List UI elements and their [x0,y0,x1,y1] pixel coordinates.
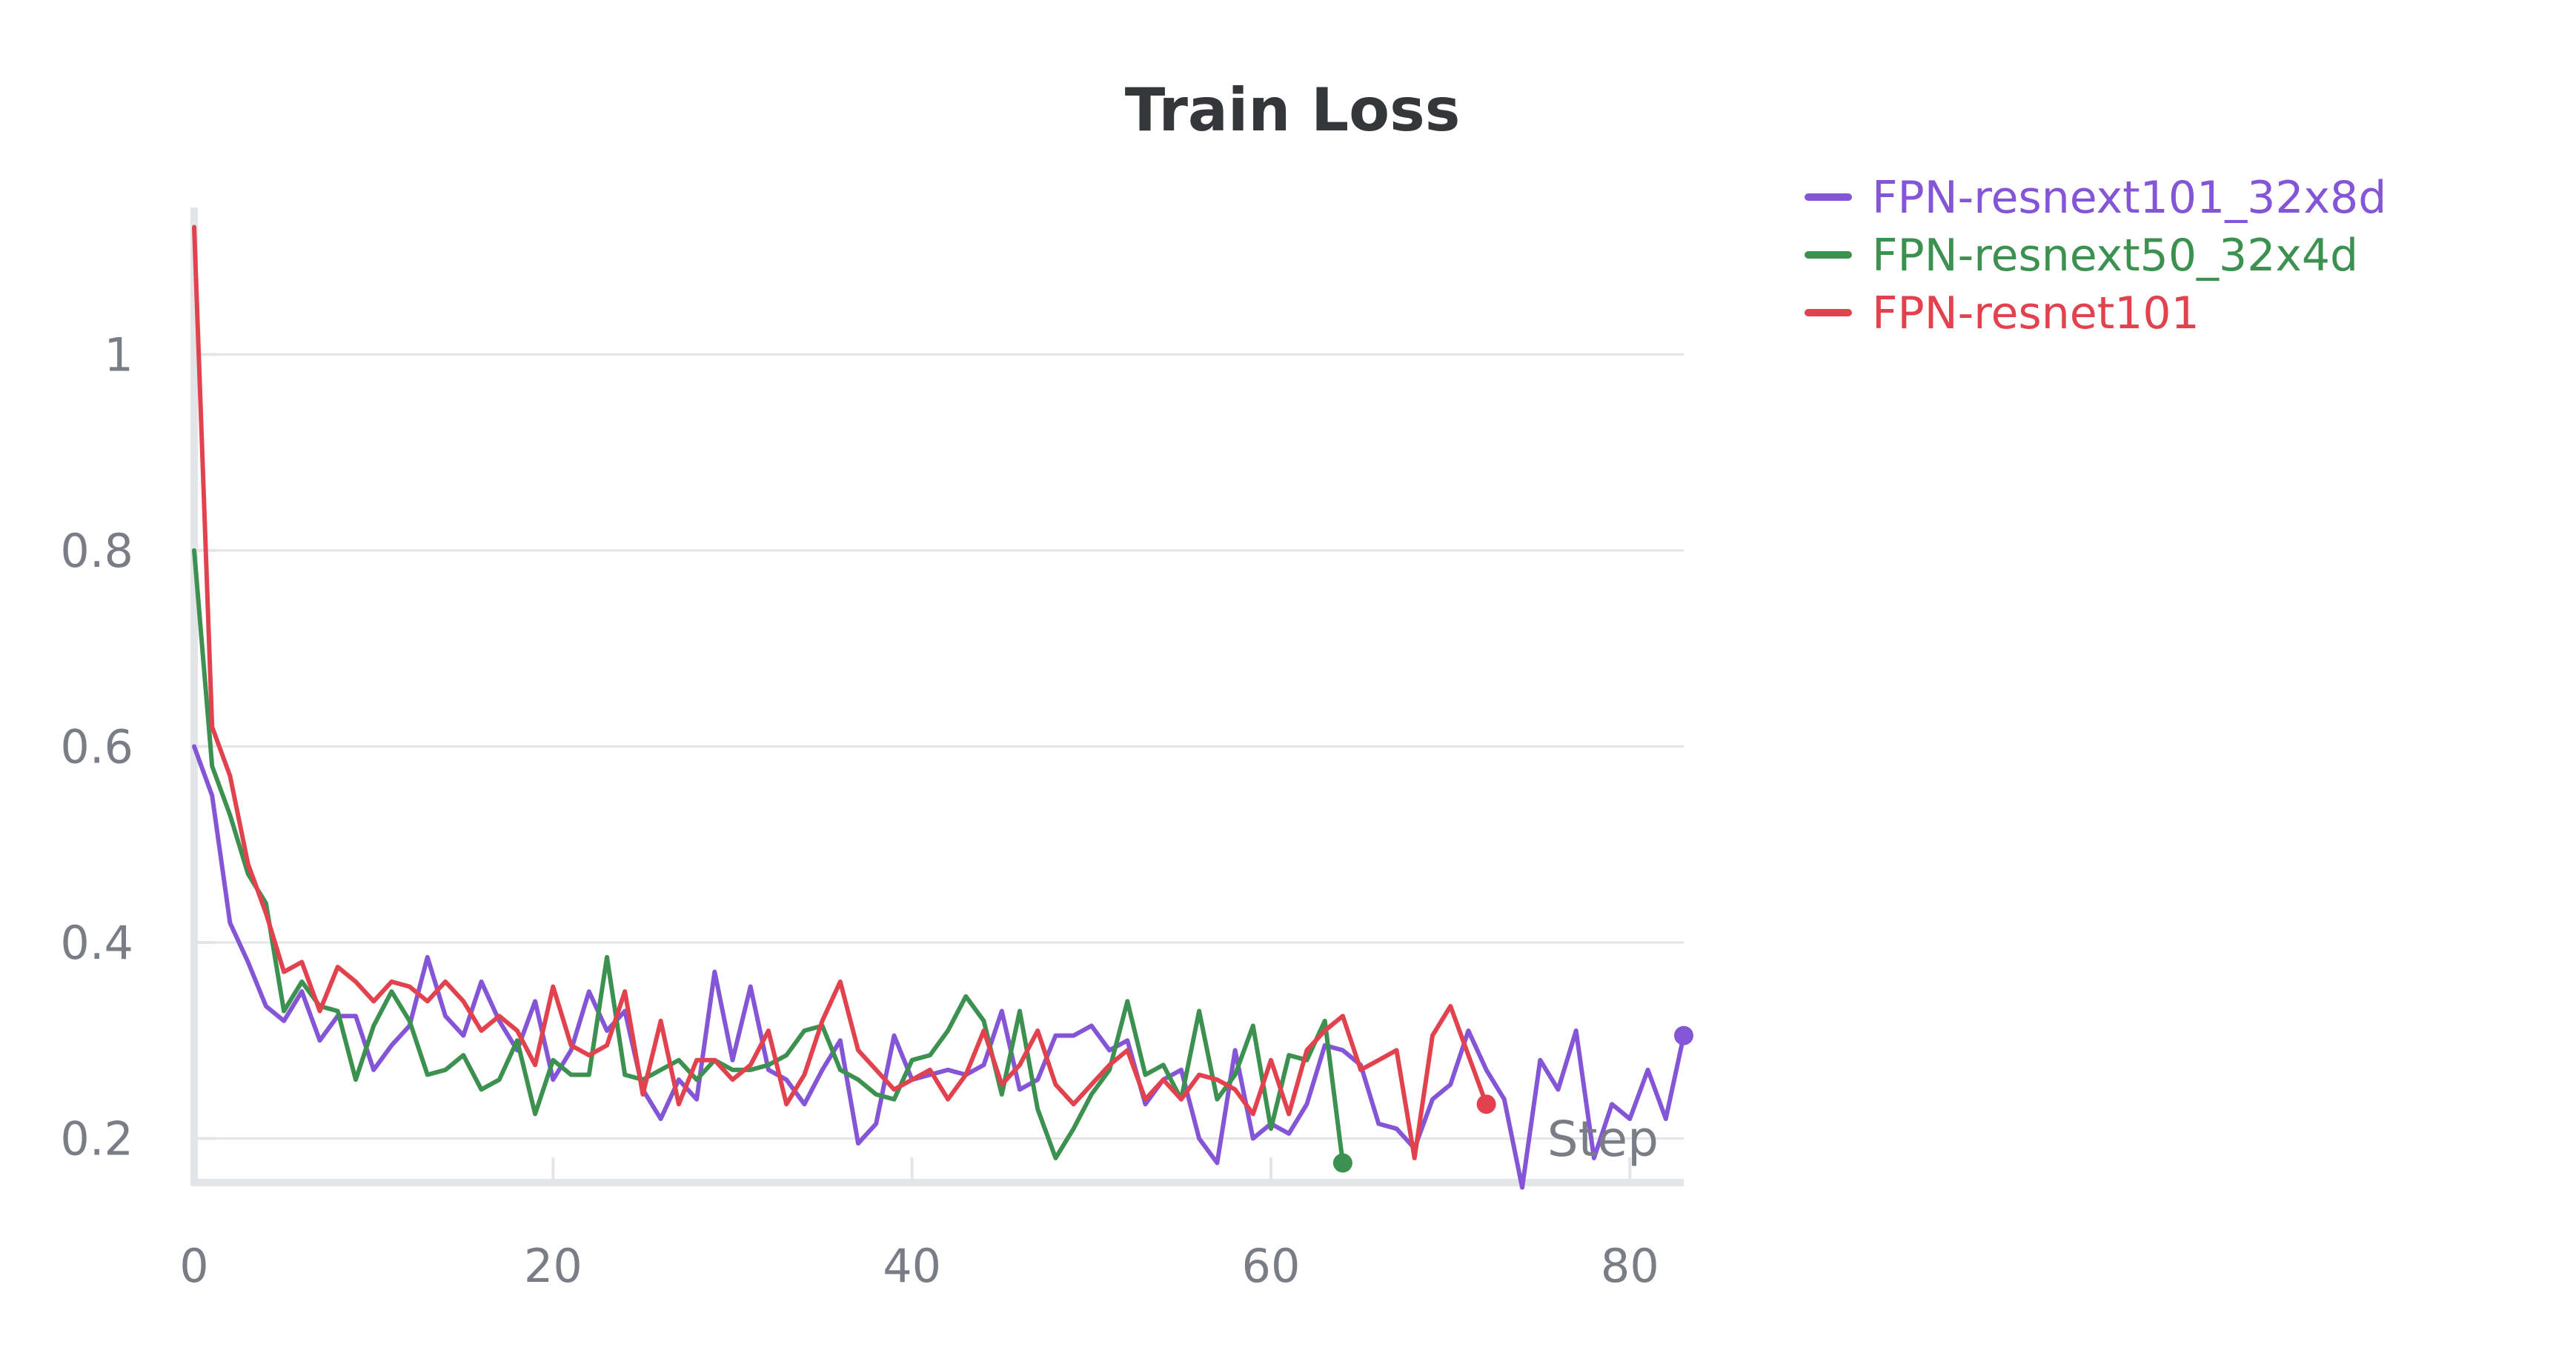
x-tick-label: 60 [1242,1239,1301,1293]
x-tick-label: 0 [179,1239,208,1293]
y-tick-label: 0.8 [60,524,133,578]
tick-labels: 0.2 0.4 0.6 0.8 1 0 20 40 60 80 [60,328,1659,1293]
y-tick-label: 0.2 [60,1111,133,1166]
legend-item-2[interactable]: FPN-resnet101 [1805,287,2200,339]
x-tick-label: 20 [524,1239,582,1293]
series-end-point-1 [1332,1153,1352,1173]
series-line-1 [192,548,1345,1166]
x-axis-label: Step [1547,1111,1659,1168]
series-lines [192,225,1693,1190]
legend-label: FPN-resnext50_32x4d [1872,230,2358,282]
legend-label: FPN-resnet101 [1872,287,2200,339]
legend-item-1[interactable]: FPN-resnext50_32x4d [1805,230,2358,282]
axes [190,207,1684,1186]
series-end-point-2 [1476,1094,1496,1114]
chart-title: Train Loss [1125,76,1461,144]
y-tick-label: 1 [104,328,133,382]
y-tick-label: 0.4 [60,916,133,970]
series-line-2 [192,225,1489,1160]
series-line-0 [192,744,1686,1190]
series-end-point-0 [1674,1025,1693,1046]
legend[interactable]: FPN-resnext101_32x8d FPN-resnext50_32x4dF… [1805,172,2386,339]
x-tick-label: 80 [1601,1239,1659,1293]
x-tick-label: 40 [883,1239,941,1293]
gridlines [194,353,1684,1140]
y-tick-label: 0.6 [60,719,133,774]
legend-label: FPN-resnext101_32x8d [1872,172,2386,224]
legend-item-0[interactable]: FPN-resnext101_32x8d [1805,172,2386,224]
